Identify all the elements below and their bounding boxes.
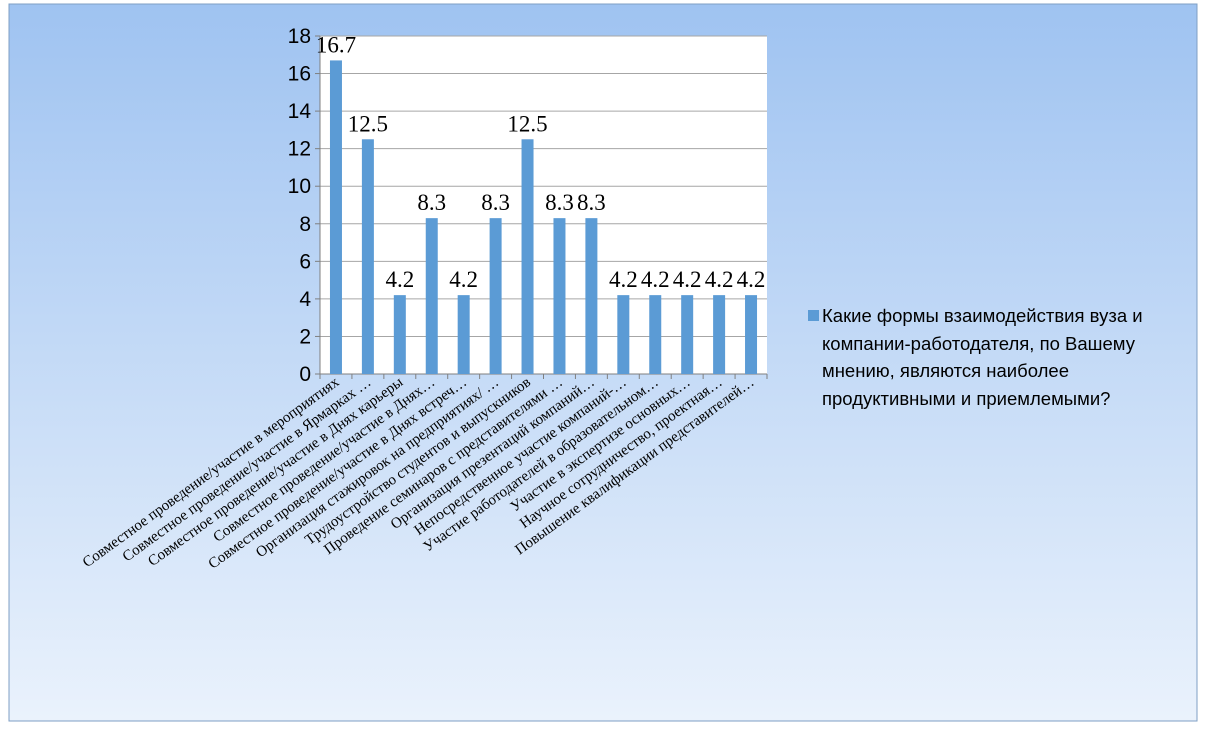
y-tick-label: 6 bbox=[299, 250, 311, 273]
data-label: 4.2 bbox=[385, 267, 414, 292]
y-tick-label: 16 bbox=[288, 63, 311, 86]
y-tick-labels: 0 2 4 6 8 10 12 14 16 18 bbox=[288, 25, 312, 386]
data-label: 4.2 bbox=[641, 267, 670, 292]
y-tick-label: 10 bbox=[288, 175, 311, 198]
bar bbox=[489, 218, 502, 374]
data-label: 8.3 bbox=[417, 190, 446, 215]
y-tick-label: 12 bbox=[288, 138, 311, 161]
y-tick-label: 18 bbox=[288, 25, 311, 48]
y-tick-label: 2 bbox=[299, 325, 311, 348]
bar bbox=[681, 295, 694, 374]
bar bbox=[617, 295, 630, 374]
bar bbox=[329, 60, 342, 375]
legend-swatch bbox=[808, 310, 819, 321]
data-label: 4.2 bbox=[673, 267, 702, 292]
bars bbox=[329, 60, 758, 375]
data-label: 8.3 bbox=[545, 190, 574, 215]
data-label: 12.5 bbox=[348, 111, 388, 136]
data-labels: 16.712.54.28.34.28.312.58.3 8.34.2 4.2 4.2 4… bbox=[316, 32, 766, 292]
bar bbox=[585, 218, 598, 374]
data-label: 4.2 bbox=[609, 267, 638, 292]
bar bbox=[553, 218, 566, 374]
bar bbox=[425, 218, 438, 374]
bar bbox=[745, 295, 758, 374]
y-tick-label: 8 bbox=[299, 213, 311, 236]
y-tick-label: 0 bbox=[299, 363, 311, 386]
data-label: 12.5 bbox=[507, 111, 547, 136]
data-label: 4.2 bbox=[449, 267, 478, 292]
data-label: 16.7 bbox=[316, 32, 356, 57]
plot-area bbox=[320, 36, 767, 374]
data-label: 4.2 bbox=[705, 267, 734, 292]
bar bbox=[521, 139, 534, 374]
bar bbox=[457, 295, 470, 374]
bar bbox=[713, 295, 726, 374]
data-label: 8.3 bbox=[577, 190, 606, 215]
y-tick-label: 4 bbox=[299, 288, 311, 311]
bar bbox=[649, 295, 662, 374]
data-label: 8.3 bbox=[481, 190, 510, 215]
bar bbox=[361, 139, 374, 374]
legend-label: Какие формы взаимодействия вуза и компан… bbox=[822, 305, 1143, 409]
bar bbox=[393, 295, 406, 374]
y-tick-label: 14 bbox=[288, 100, 312, 123]
data-label: 4.2 bbox=[737, 267, 766, 292]
